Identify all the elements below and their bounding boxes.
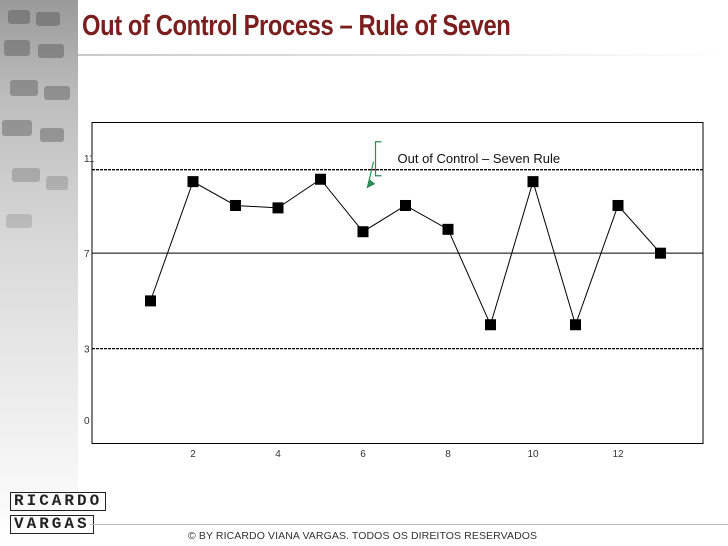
x-tick-label: 10 xyxy=(527,449,539,460)
chart-svg: 0 3 7 11 2 4 6 8 10 12 Out of Control – Seven Rule xyxy=(84,122,704,460)
annotation-bracket xyxy=(374,141,382,177)
data-point-marker xyxy=(272,202,284,214)
data-point-marker xyxy=(400,199,411,211)
x-tick-label: 6 xyxy=(360,449,366,460)
data-point-marker xyxy=(230,199,241,211)
data-point-marker xyxy=(527,176,539,188)
x-tick-label: 8 xyxy=(445,449,451,460)
data-point-marker xyxy=(357,226,369,238)
y-tick-label: 0 xyxy=(84,416,90,427)
annotation-arrowhead xyxy=(367,179,376,189)
data-point-marker xyxy=(187,176,199,188)
slide-title: Out of Control Process – Rule of Seven xyxy=(82,10,511,42)
y-tick-label: 3 xyxy=(84,345,90,356)
x-tick-label: 4 xyxy=(275,449,281,460)
data-point-marker xyxy=(655,247,666,259)
logo: RICARDO VARGAS xyxy=(4,492,107,540)
data-point-marker xyxy=(145,295,156,307)
sidebar-keyboard-image xyxy=(0,0,78,546)
data-point-marker xyxy=(485,319,496,331)
annotation-label: Out of Control – Seven Rule xyxy=(398,151,561,166)
control-chart: 0 3 7 11 2 4 6 8 10 12 Out of Control – Seven Rule xyxy=(78,122,708,460)
data-point-marker xyxy=(315,173,326,185)
x-tick-label: 2 xyxy=(190,449,196,460)
data-point-marker xyxy=(442,223,454,235)
data-point-marker xyxy=(612,199,624,211)
y-tick-label: 11 xyxy=(84,154,95,165)
footer-copyright: © BY RICARDO VIANA VARGAS. TODOS OS DIRE… xyxy=(188,530,538,542)
y-tick-label: 7 xyxy=(84,249,90,260)
logo-line-2: VARGAS xyxy=(10,515,94,534)
title-divider xyxy=(78,54,728,56)
x-tick-label: 12 xyxy=(612,449,624,460)
footer-divider xyxy=(90,524,728,525)
data-point-marker xyxy=(570,319,581,331)
logo-line-1: RICARDO xyxy=(10,492,107,511)
plot-area xyxy=(91,122,704,444)
